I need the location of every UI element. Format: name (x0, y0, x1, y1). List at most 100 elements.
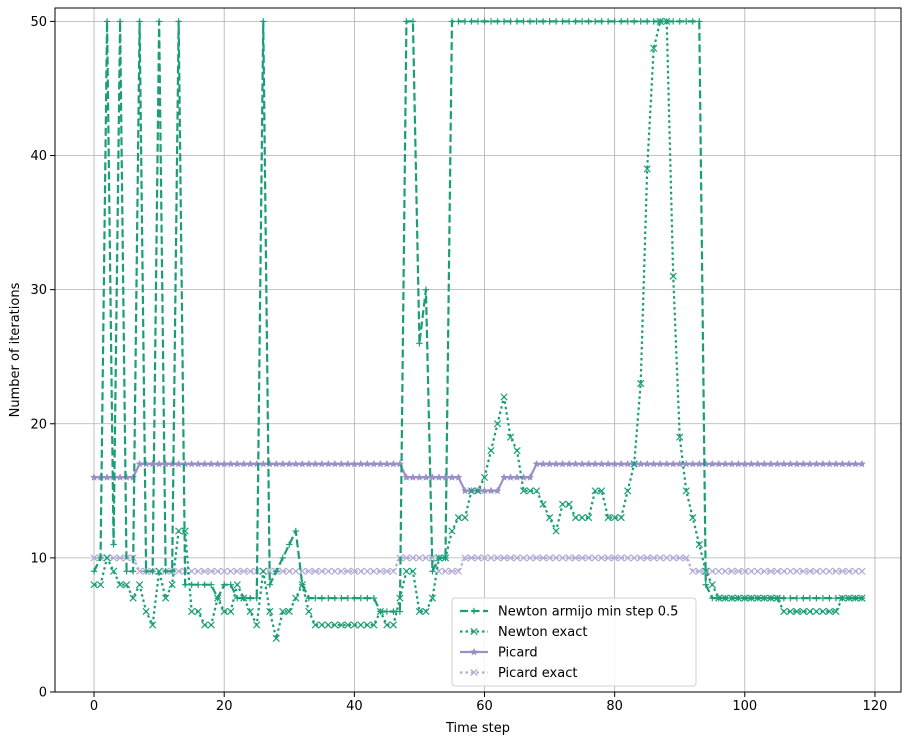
legend-label: Picard (498, 646, 538, 661)
data-point (598, 487, 606, 495)
data-point (448, 18, 456, 25)
data-point (174, 459, 183, 468)
data-point (389, 621, 398, 629)
series-3 (90, 554, 866, 575)
data-point (565, 18, 573, 25)
data-point (350, 459, 359, 468)
data-point (637, 554, 645, 562)
data-point (363, 621, 371, 629)
series-2 (89, 459, 867, 495)
data-point (818, 459, 827, 468)
x-tick-label: 100 (732, 699, 757, 714)
data-point (676, 554, 684, 562)
data-point (740, 459, 749, 468)
data-point (175, 567, 183, 575)
data-point (291, 459, 300, 468)
data-point (747, 567, 755, 575)
data-point (499, 473, 509, 481)
data-point (162, 594, 170, 602)
data-point (454, 473, 463, 481)
legend-marker (470, 627, 478, 636)
data-point (493, 554, 502, 562)
data-point (695, 540, 703, 549)
data-point (214, 567, 222, 575)
data-point (748, 594, 755, 602)
data-point (324, 567, 332, 575)
data-point (376, 459, 385, 468)
data-point (819, 607, 827, 616)
data-point (714, 459, 723, 468)
data-point (370, 594, 378, 602)
data-point (845, 594, 853, 602)
data-point (513, 18, 521, 25)
data-point (636, 459, 645, 468)
data-point (415, 607, 424, 616)
data-point (676, 433, 684, 441)
legend: Newton armijo min step 0.5 Newton exact Pi… (451, 597, 697, 687)
data-point (812, 459, 821, 468)
data-point (506, 433, 515, 441)
data-point (429, 568, 436, 575)
data-point (487, 446, 495, 455)
data-point (624, 18, 631, 25)
data-point (226, 459, 235, 468)
data-point (356, 459, 365, 468)
data-point (402, 567, 411, 575)
data-point (838, 459, 847, 468)
data-point (272, 634, 280, 642)
data-point (305, 607, 313, 616)
data-point (722, 594, 729, 602)
data-point (285, 459, 294, 468)
data-point (474, 487, 482, 495)
data-point (207, 581, 215, 588)
data-point (813, 594, 820, 602)
data-point (201, 621, 209, 629)
data-point (494, 18, 501, 25)
data-point (116, 581, 124, 589)
data-point (806, 594, 814, 602)
data-point (526, 473, 535, 481)
data-point (702, 567, 710, 575)
data-point (103, 554, 111, 562)
data-point (598, 554, 606, 562)
data-point (851, 567, 860, 575)
data-point (455, 18, 462, 25)
data-point (819, 567, 827, 575)
data-point (683, 18, 690, 25)
data-point (344, 621, 352, 629)
data-point (780, 567, 788, 575)
data-point (649, 459, 658, 468)
data-point (565, 459, 574, 468)
data-point (728, 567, 736, 575)
x-tick-label: 120 (863, 699, 888, 714)
data-point (220, 567, 228, 575)
data-point (442, 554, 449, 562)
data-point (688, 459, 697, 468)
data-point (142, 459, 151, 468)
data-point (532, 554, 541, 562)
x-tick-label: 60 (476, 699, 493, 714)
data-point (591, 554, 599, 562)
data-point (194, 581, 202, 588)
data-point (447, 473, 457, 481)
data-point (585, 514, 593, 522)
data-point (617, 554, 625, 562)
data-point (460, 486, 470, 495)
data-point (805, 459, 814, 468)
y-tick-label: 30 (30, 283, 47, 298)
data-point (155, 18, 163, 25)
data-point (273, 568, 280, 575)
data-point (123, 568, 130, 575)
data-point (240, 594, 247, 602)
data-point (656, 554, 664, 562)
data-point (558, 554, 567, 562)
data-point (696, 18, 703, 25)
data-point (657, 18, 664, 25)
data-point (441, 473, 450, 481)
data-point (474, 554, 482, 562)
data-point (754, 567, 762, 575)
data-point (461, 18, 469, 25)
data-point (571, 554, 580, 562)
data-point (682, 459, 691, 468)
data-point (122, 473, 131, 481)
